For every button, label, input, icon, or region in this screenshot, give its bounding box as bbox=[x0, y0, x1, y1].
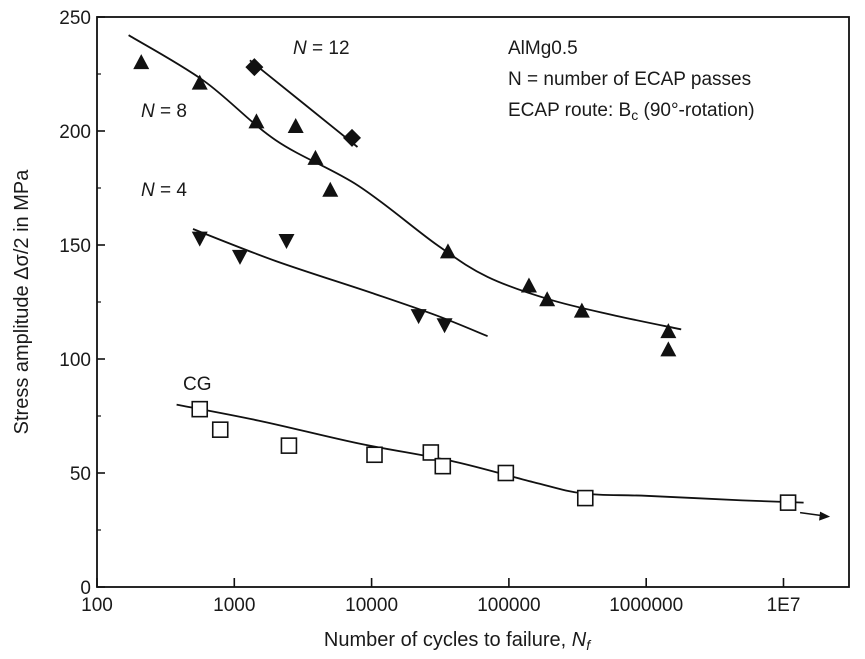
data-point-square-open bbox=[422, 444, 440, 461]
data-point-square-open bbox=[779, 494, 797, 511]
data-markers bbox=[133, 54, 831, 521]
data-point-triangle-down bbox=[410, 309, 427, 325]
data-point-square-open bbox=[211, 421, 229, 438]
y-tick-label: 250 bbox=[59, 8, 91, 29]
data-point-triangle-up bbox=[520, 277, 537, 293]
data-point-square-open bbox=[576, 489, 594, 507]
fit-curve-1 bbox=[128, 34, 682, 331]
y-tick-label: 0 bbox=[80, 578, 91, 599]
y-tick-label: 50 bbox=[70, 464, 91, 485]
runout-arrow-shaft bbox=[799, 511, 823, 517]
data-point-triangle-down bbox=[191, 231, 208, 247]
data-point-triangle-up bbox=[287, 117, 304, 133]
x-tick-label: 100 bbox=[81, 595, 113, 616]
y-tick-label: 150 bbox=[59, 236, 91, 257]
data-point-triangle-down bbox=[278, 233, 295, 249]
data-point-diamond bbox=[245, 58, 264, 77]
data-point-triangle-up bbox=[322, 181, 339, 197]
x-tick-label: 10000 bbox=[345, 595, 398, 616]
axes: 0 50 100 150 200 250 100 1000 10000 100000 1000000… bbox=[59, 8, 850, 616]
data-point-triangle-up bbox=[539, 291, 556, 307]
labels: N = 12 N = 8 N = 4 CG AlMg0.5 N = number… bbox=[11, 38, 755, 653]
y-tick-label: 200 bbox=[59, 122, 91, 143]
series-label-n4: N = 4 bbox=[141, 180, 187, 201]
data-point-triangle-up bbox=[248, 113, 265, 129]
x-tick-label: 1E7 bbox=[767, 595, 801, 616]
x-tick-label: 1000 bbox=[213, 595, 255, 616]
data-point-triangle-down bbox=[436, 318, 453, 334]
data-point-square-open bbox=[280, 437, 298, 454]
info-line-ecap-route: ECAP route: Bc (90°-rotation) bbox=[508, 100, 755, 123]
data-point-triangle-up bbox=[660, 323, 677, 339]
info-line-n-definition: N = number of ECAP passes bbox=[508, 69, 751, 90]
data-point-triangle-down bbox=[231, 249, 248, 265]
runout-arrow-head bbox=[819, 511, 831, 521]
data-point-square-open bbox=[497, 464, 515, 482]
data-point-triangle-up bbox=[191, 74, 208, 90]
series-label-n12: N = 12 bbox=[293, 38, 350, 59]
data-point-square-open bbox=[191, 400, 209, 418]
data-point-square-open bbox=[434, 457, 452, 475]
y-axis-title: Stress amplitude Δσ/2 in MPa bbox=[11, 169, 33, 435]
data-point-triangle-up bbox=[133, 54, 150, 70]
data-point-diamond bbox=[343, 128, 362, 147]
x-tick-label: 1000000 bbox=[609, 595, 683, 616]
data-point-triangle-up bbox=[660, 341, 677, 357]
y-tick-label: 100 bbox=[59, 350, 91, 371]
data-point-square-open bbox=[366, 446, 383, 464]
info-line-alloy: AlMg0.5 bbox=[508, 38, 578, 59]
series-label-cg: CG bbox=[183, 374, 212, 395]
data-point-triangle-up bbox=[573, 302, 590, 318]
series-label-n8: N = 8 bbox=[141, 101, 187, 122]
route-subscript: c bbox=[631, 107, 638, 123]
data-point-triangle-up bbox=[307, 149, 324, 165]
fit-curve-3 bbox=[176, 403, 804, 504]
data-point-triangle-up bbox=[439, 243, 456, 259]
x-axis-title: Number of cycles to failure, Nf bbox=[324, 629, 592, 653]
x-tick-label: 100000 bbox=[477, 595, 540, 616]
